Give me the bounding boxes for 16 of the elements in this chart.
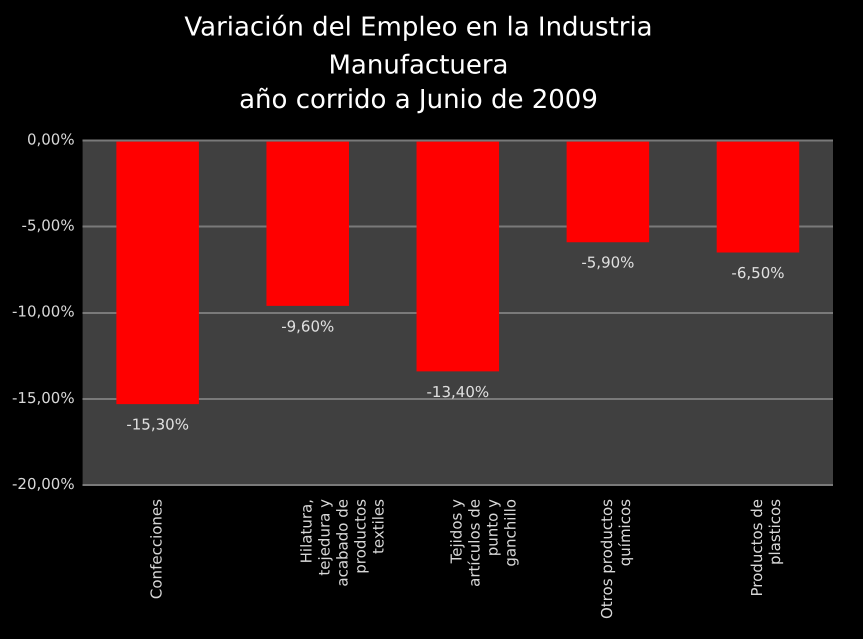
y-tick-label: -20,00% <box>12 474 75 493</box>
data-label: -13,40% <box>426 382 490 401</box>
data-label: -6,50% <box>731 264 784 282</box>
y-tick-label: 0,00% <box>26 130 75 148</box>
data-label: -5,90% <box>581 254 634 272</box>
data-label: -15,30% <box>126 415 189 434</box>
y-tick-label: -10,00% <box>12 302 75 321</box>
x-tick-label: Tejidos y artículos de punto y ganchillo <box>448 498 520 587</box>
y-tick-label: -15,00% <box>12 388 75 407</box>
x-tick-label: Productos de plasticos <box>748 498 784 596</box>
chart-subtitle: año corrido a Junio de 2009 <box>239 84 598 115</box>
y-tick-label: -5,00% <box>22 216 75 235</box>
x-tick-label: Confecciones <box>148 498 166 600</box>
x-tick-label: Otros productos químicos <box>598 498 634 620</box>
data-label: -9,60% <box>281 317 334 336</box>
x-tick-label: Hilatura, tejedura y acabado de productos textiles <box>298 498 388 587</box>
